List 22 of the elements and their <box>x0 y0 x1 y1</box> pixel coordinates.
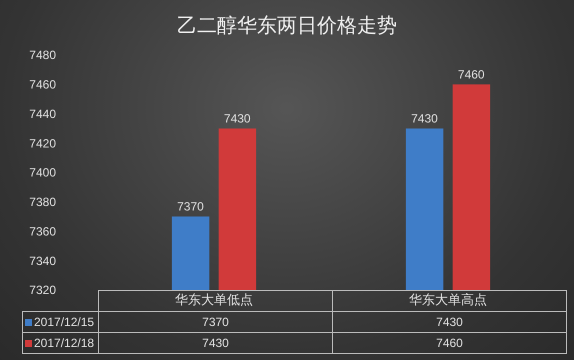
data-label: 7370 <box>177 200 204 214</box>
text: 7430 <box>332 312 566 332</box>
x-tick-label: 华东大单低点 <box>175 293 253 308</box>
text: 7430 <box>98 332 332 354</box>
text: 7370 <box>98 312 332 332</box>
y-tick-label: 7480 <box>29 48 56 62</box>
legend-label: 2017/12/15 <box>34 315 94 329</box>
data-label: 7430 <box>411 111 438 126</box>
y-tick-label: 7360 <box>29 224 56 238</box>
y-tick-label: 7460 <box>29 78 56 92</box>
y-tick-label: 7340 <box>29 254 56 268</box>
data-label: 7430 <box>224 111 251 126</box>
y-tick-label: 7380 <box>29 195 56 210</box>
legend-label: 2017/12/18 <box>34 336 94 350</box>
y-tick-label: 7440 <box>29 106 56 121</box>
y-tick-label: 7420 <box>29 136 56 150</box>
x-tick-label: 华东大单高点 <box>409 292 487 308</box>
y-tick-label: 7320 <box>29 283 56 298</box>
y-tick-label: 7400 <box>29 166 56 180</box>
chart-title: 乙二醇华东两日价格走势 <box>177 13 397 38</box>
data-label: 7460 <box>458 67 485 82</box>
text: 7460 <box>332 332 566 354</box>
